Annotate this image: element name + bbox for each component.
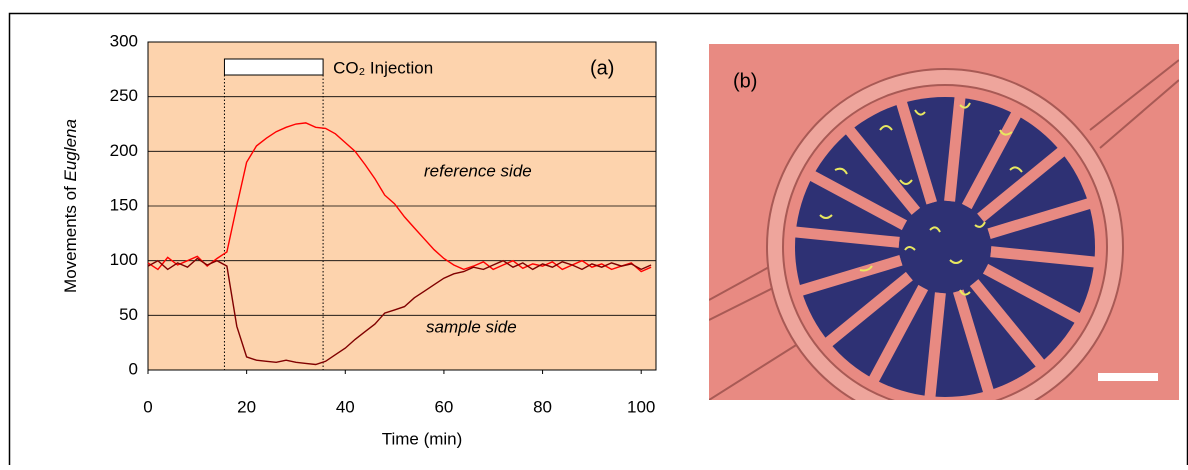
panel-a-label: (a) xyxy=(590,57,614,79)
y-tick-label: 150 xyxy=(110,195,138,214)
x-tick-label: 40 xyxy=(336,397,355,416)
injection-bar xyxy=(223,58,324,76)
micrograph xyxy=(709,44,1179,400)
injection-label: CO₂ Injection xyxy=(333,58,433,77)
panel-b-label: (b) xyxy=(733,70,757,92)
x-tick-label: 60 xyxy=(434,397,453,416)
series-line xyxy=(147,122,652,273)
series-line xyxy=(147,257,652,366)
y-tick-label: 250 xyxy=(110,86,138,105)
x-tick-label: 100 xyxy=(627,397,655,416)
y-tick-label: 0 xyxy=(129,359,138,378)
series-label: reference side xyxy=(424,161,532,180)
x-axis-title: Time (min) xyxy=(382,429,463,448)
x-tick-label: 80 xyxy=(533,397,552,416)
x-tick-label: 20 xyxy=(237,397,256,416)
y-tick-label: 200 xyxy=(110,141,138,160)
y-axis-title: Movements of Euglena xyxy=(61,119,80,293)
y-axis-title-part: Movements of xyxy=(61,181,80,293)
series-label: sample side xyxy=(426,317,517,336)
y-tick-label: 100 xyxy=(110,250,138,269)
y-axis-title-part: Euglena xyxy=(61,119,80,181)
x-tick-label: 0 xyxy=(143,397,152,416)
y-tick-label: 300 xyxy=(110,31,138,50)
y-tick-label: 50 xyxy=(119,305,138,324)
